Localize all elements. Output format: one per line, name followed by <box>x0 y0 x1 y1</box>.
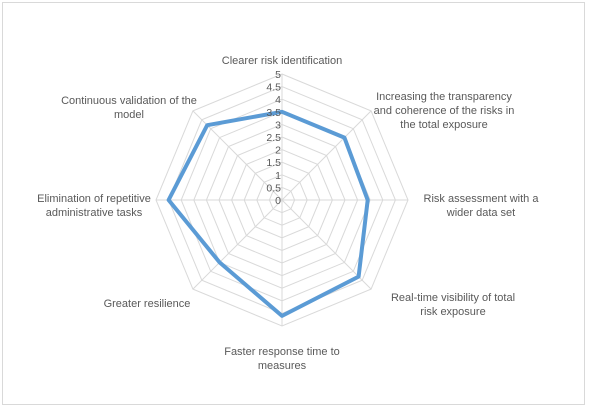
category-label: Faster response time to measures <box>224 346 340 372</box>
tick-label: 3.5 <box>266 107 281 119</box>
tick-label: 4.5 <box>266 82 281 94</box>
category-label: Clearer risk identification <box>222 55 342 67</box>
axis-spoke <box>192 199 283 290</box>
axis-spoke <box>281 110 372 201</box>
tick-label: 3 <box>275 119 281 131</box>
tick-label: 0 <box>275 195 281 207</box>
series-layer <box>166 109 370 318</box>
tick-labels: 00.511.522.533.544.55 <box>266 69 281 207</box>
category-label: Elimination of repetitive administrative … <box>37 193 151 219</box>
tick-label: 2 <box>275 145 281 157</box>
category-label: Greater resilience <box>104 298 191 310</box>
grid-layer <box>155 73 409 327</box>
tick-label: 2.5 <box>266 132 281 144</box>
tick-label: 4 <box>275 94 281 106</box>
tick-label: 1.5 <box>266 157 281 169</box>
category-labels: Clearer risk identification Increasing th… <box>37 55 539 372</box>
tick-label: 0.5 <box>266 182 281 194</box>
axis-spoke <box>281 199 372 290</box>
radar-chart: 00.511.522.533.544.55 Clearer risk ident… <box>37 55 539 372</box>
category-label: Real-time visibility of total risk exposu… <box>391 292 515 318</box>
tick-label: 1 <box>275 170 281 182</box>
category-label: Increasing the transparency and coherence… <box>374 91 515 131</box>
tick-label: 5 <box>275 69 281 81</box>
category-label: Continuous validation of the model <box>61 95 197 121</box>
chart-area: 0 0.5 1 1.5 2 2.5 3 3.5 4 4.5 5 Clearer risk ident… <box>2 2 585 405</box>
category-label: Risk assessment with a wider data set <box>424 193 540 219</box>
